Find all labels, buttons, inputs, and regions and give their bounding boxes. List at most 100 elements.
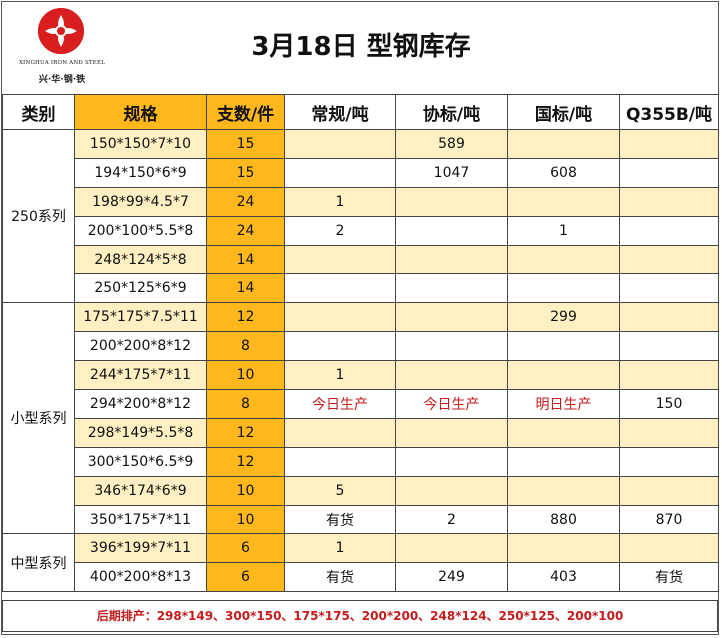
table-row: 346*174*6*9 10 5 <box>3 475 719 506</box>
regular-cell <box>284 129 396 159</box>
national-cell <box>507 186 620 217</box>
regular-cell <box>284 244 396 275</box>
assoc-cell <box>395 533 508 564</box>
assoc-cell <box>395 331 508 362</box>
regular-cell <box>284 273 396 304</box>
assoc-cell: 589 <box>395 129 508 159</box>
table-row: 200*200*8*12 8 <box>3 331 719 362</box>
q355b-cell <box>619 417 719 448</box>
logo-chinese-name: 兴·华·钢·铁 <box>38 75 86 85</box>
table-row: 400*200*8*13 6 有货 249 403 有货 <box>3 562 719 593</box>
column-header-national: 国标/吨 <box>507 94 620 130</box>
regular-cell <box>284 157 396 188</box>
assoc-cell <box>395 360 508 391</box>
spec-cell: 350*175*7*11 <box>74 504 207 535</box>
table-row: 248*124*5*8 14 <box>3 244 719 275</box>
spec-cell: 175*175*7.5*11 <box>74 302 207 333</box>
qty-cell: 12 <box>206 446 285 477</box>
table-row: 250*125*6*9 14 <box>3 273 719 304</box>
qty-cell: 10 <box>206 360 285 391</box>
regular-cell <box>284 302 396 333</box>
table-row: 350*175*7*11 10 有货 2 880 870 <box>3 504 719 535</box>
q355b-cell <box>619 302 719 333</box>
regular-cell <box>284 331 396 362</box>
spec-cell: 346*174*6*9 <box>74 475 207 506</box>
qty-cell: 24 <box>206 215 285 246</box>
qty-cell: 14 <box>206 244 285 275</box>
spec-cell: 250*125*6*9 <box>74 273 207 304</box>
table-row: 小型系列 175*175*7.5*11 12 299 <box>2 302 719 535</box>
regular-cell <box>284 446 396 477</box>
assoc-cell <box>395 244 508 275</box>
table-row: 中型系列 396*199*7*11 6 1 <box>2 533 719 593</box>
national-cell <box>507 244 620 275</box>
spec-cell: 400*200*8*13 <box>74 562 207 593</box>
national-cell <box>507 475 620 506</box>
q355b-cell <box>619 157 719 188</box>
column-header-spec: 规格 <box>74 94 207 130</box>
spec-cell: 300*150*6.5*9 <box>74 446 207 477</box>
q355b-cell: 870 <box>619 504 719 535</box>
qty-cell: 8 <box>206 331 285 362</box>
assoc-cell <box>395 475 508 506</box>
qty-cell: 14 <box>206 273 285 304</box>
national-cell: 880 <box>507 504 620 535</box>
assoc-cell <box>395 273 508 304</box>
assoc-cell <box>395 446 508 477</box>
regular-cell: 1 <box>284 533 396 564</box>
regular-cell <box>284 417 396 448</box>
national-cell <box>507 273 620 304</box>
national-cell: 1 <box>507 215 620 246</box>
q355b-cell <box>619 475 719 506</box>
regular-cell: 有货 <box>284 562 396 593</box>
spec-cell: 200*100*5.5*8 <box>74 215 207 246</box>
spec-cell: 198*99*4.5*7 <box>74 186 207 217</box>
regular-cell: 有货 <box>284 504 396 535</box>
national-cell <box>507 129 620 159</box>
column-header-regular: 常规/吨 <box>284 94 396 130</box>
regular-cell: 2 <box>284 215 396 246</box>
q355b-cell <box>619 446 719 477</box>
column-header-assoc: 协标/吨 <box>395 94 508 130</box>
table-row: 194*150*6*9 15 1047 608 <box>3 157 719 188</box>
spec-cell: 150*150*7*10 <box>74 129 207 159</box>
table-row: 294*200*8*12 8 今日生产 今日生产 明日生产 150 <box>3 389 719 419</box>
q355b-cell <box>619 533 719 564</box>
qty-cell: 6 <box>206 533 285 564</box>
national-cell <box>507 417 620 448</box>
table-row: 244*175*7*11 10 1 <box>3 360 719 391</box>
spec-cell: 294*200*8*12 <box>74 389 207 419</box>
category-cell: 小型系列 <box>2 302 75 535</box>
qty-cell: 8 <box>206 389 285 419</box>
qty-cell: 6 <box>206 562 285 593</box>
column-header-qty: 支数/件 <box>206 94 285 130</box>
qty-cell: 12 <box>206 302 285 333</box>
regular-cell: 5 <box>284 475 396 506</box>
assoc-cell: 今日生产 <box>395 389 508 419</box>
logo-english-name: XINGHUA IRON AND STEEL <box>18 60 106 66</box>
production-schedule-note: 后期排产：298*149、300*150、175*175、200*200、248… <box>2 600 718 632</box>
q355b-cell: 有货 <box>619 562 719 593</box>
assoc-cell <box>395 215 508 246</box>
assoc-cell: 249 <box>395 562 508 593</box>
inventory-table: 类别 规格 支数/件 常规/吨 协标/吨 国标/吨 Q355B/吨 250系列 1… <box>2 94 719 593</box>
qty-cell: 15 <box>206 157 285 188</box>
logo-emblem <box>38 8 84 54</box>
table-row: 250系列 150*150*7*10 15 589 <box>2 128 719 304</box>
national-cell: 299 <box>507 302 620 333</box>
spec-cell: 244*175*7*11 <box>74 360 207 391</box>
table-header-row: 类别 规格 支数/件 常规/吨 协标/吨 国标/吨 Q355B/吨 <box>2 94 719 130</box>
spec-cell: 396*199*7*11 <box>74 533 207 564</box>
national-cell: 明日生产 <box>507 389 620 419</box>
regular-cell: 1 <box>284 186 396 217</box>
company-logo: XINGHUA IRON AND STEEL 兴·华·钢·铁 <box>6 6 118 86</box>
qty-cell: 12 <box>206 417 285 448</box>
table-row: 300*150*6.5*9 12 <box>3 446 719 477</box>
page-title: 3月18日 型钢库存 <box>251 32 471 62</box>
spec-cell: 298*149*5.5*8 <box>74 417 207 448</box>
column-header-category: 类别 <box>2 94 75 130</box>
q355b-cell <box>619 273 719 304</box>
q355b-cell <box>619 360 719 391</box>
assoc-cell <box>395 302 508 333</box>
